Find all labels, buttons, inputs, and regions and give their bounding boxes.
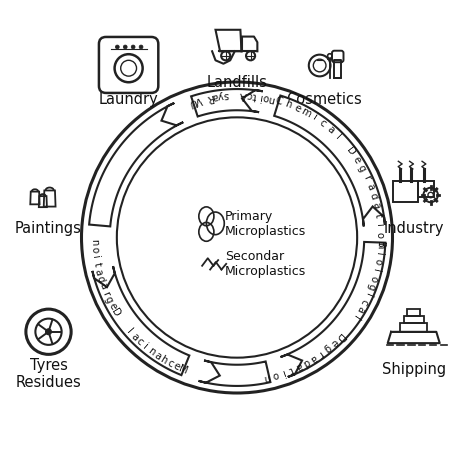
Text: V: V xyxy=(194,95,203,106)
Polygon shape xyxy=(199,361,270,386)
Polygon shape xyxy=(191,89,263,116)
Text: g: g xyxy=(103,295,115,305)
Text: i: i xyxy=(311,113,319,123)
Bar xyxy=(393,181,418,202)
Text: o: o xyxy=(372,258,383,266)
Text: a: a xyxy=(355,304,366,314)
Circle shape xyxy=(131,45,135,49)
Text: n: n xyxy=(89,239,100,246)
Text: Secondar
Microplastics: Secondar Microplastics xyxy=(225,250,307,278)
Text: c: c xyxy=(359,297,370,307)
Bar xyxy=(407,309,420,316)
Text: a: a xyxy=(371,201,382,209)
Text: Tyres
Residues: Tyres Residues xyxy=(16,358,82,390)
Text: Laundry: Laundry xyxy=(99,92,158,107)
Text: a: a xyxy=(97,282,109,291)
Text: g: g xyxy=(365,282,377,291)
Text: a: a xyxy=(309,352,319,364)
Text: o: o xyxy=(271,370,279,381)
Bar xyxy=(400,323,427,332)
Text: e: e xyxy=(351,154,363,165)
Text: i: i xyxy=(374,223,384,227)
Text: c: c xyxy=(134,336,145,347)
Text: d: d xyxy=(301,356,311,368)
Text: c: c xyxy=(318,118,328,129)
Text: y: y xyxy=(217,90,224,101)
Text: a: a xyxy=(325,124,336,135)
Text: t: t xyxy=(252,91,257,101)
Circle shape xyxy=(139,45,143,49)
Text: i: i xyxy=(141,342,149,352)
Bar xyxy=(418,181,434,197)
Polygon shape xyxy=(89,103,183,227)
Text: R: R xyxy=(205,92,214,103)
Text: c: c xyxy=(165,358,175,369)
Text: D: D xyxy=(334,330,346,343)
Text: d: d xyxy=(95,275,106,284)
Text: Paintings: Paintings xyxy=(15,221,82,236)
Text: o: o xyxy=(368,274,380,283)
Text: m: m xyxy=(300,106,313,119)
Text: r: r xyxy=(316,348,325,359)
Text: l: l xyxy=(351,313,361,321)
Text: M: M xyxy=(178,364,190,376)
Text: o: o xyxy=(90,247,100,253)
Text: r: r xyxy=(361,173,372,181)
Text: t: t xyxy=(91,262,102,267)
Text: n: n xyxy=(267,94,276,104)
Text: g: g xyxy=(322,342,333,354)
Text: Landfills: Landfills xyxy=(207,75,267,90)
Text: t: t xyxy=(287,364,295,375)
Text: s: s xyxy=(223,90,229,100)
Text: a: a xyxy=(152,350,163,362)
Text: t: t xyxy=(373,212,383,218)
Text: i: i xyxy=(363,291,373,298)
Text: n: n xyxy=(146,346,156,358)
Text: l: l xyxy=(371,267,381,273)
Text: i: i xyxy=(258,92,263,102)
Circle shape xyxy=(46,329,52,335)
Text: Industry: Industry xyxy=(383,221,444,236)
Text: Shipping: Shipping xyxy=(382,362,446,377)
Text: D: D xyxy=(109,307,122,319)
Text: o: o xyxy=(262,92,270,103)
Text: l: l xyxy=(333,132,343,141)
Text: d: d xyxy=(368,191,379,200)
Text: h: h xyxy=(158,354,169,366)
Text: n: n xyxy=(374,241,385,248)
Text: Primary
Microplastics: Primary Microplastics xyxy=(225,210,307,238)
Text: c: c xyxy=(246,90,252,100)
Text: e: e xyxy=(172,361,182,373)
Text: o: o xyxy=(375,232,385,238)
Polygon shape xyxy=(274,95,385,227)
Text: a: a xyxy=(211,91,219,102)
Text: a: a xyxy=(365,181,376,191)
Text: U: U xyxy=(188,96,198,108)
Text: e: e xyxy=(106,302,118,312)
Bar xyxy=(403,316,424,323)
Circle shape xyxy=(123,45,127,49)
Text: e: e xyxy=(328,337,339,348)
Text: Cosmetics: Cosmetics xyxy=(286,92,362,107)
Text: D: D xyxy=(345,145,357,158)
Text: A: A xyxy=(240,90,247,100)
Text: i: i xyxy=(91,255,101,259)
Text: l: l xyxy=(125,327,134,335)
Text: i: i xyxy=(374,251,384,256)
Text: h: h xyxy=(283,98,293,110)
Text: i: i xyxy=(280,368,286,378)
Text: C: C xyxy=(274,95,283,107)
Text: a: a xyxy=(294,361,304,372)
Polygon shape xyxy=(92,266,189,375)
Text: a: a xyxy=(128,331,140,342)
Circle shape xyxy=(115,45,119,49)
Polygon shape xyxy=(281,242,385,377)
Text: n: n xyxy=(263,371,271,383)
Text: r: r xyxy=(100,289,111,297)
Text: e: e xyxy=(292,102,302,114)
Text: B: B xyxy=(374,241,385,249)
Text: g: g xyxy=(356,163,368,173)
Text: a: a xyxy=(93,268,104,276)
